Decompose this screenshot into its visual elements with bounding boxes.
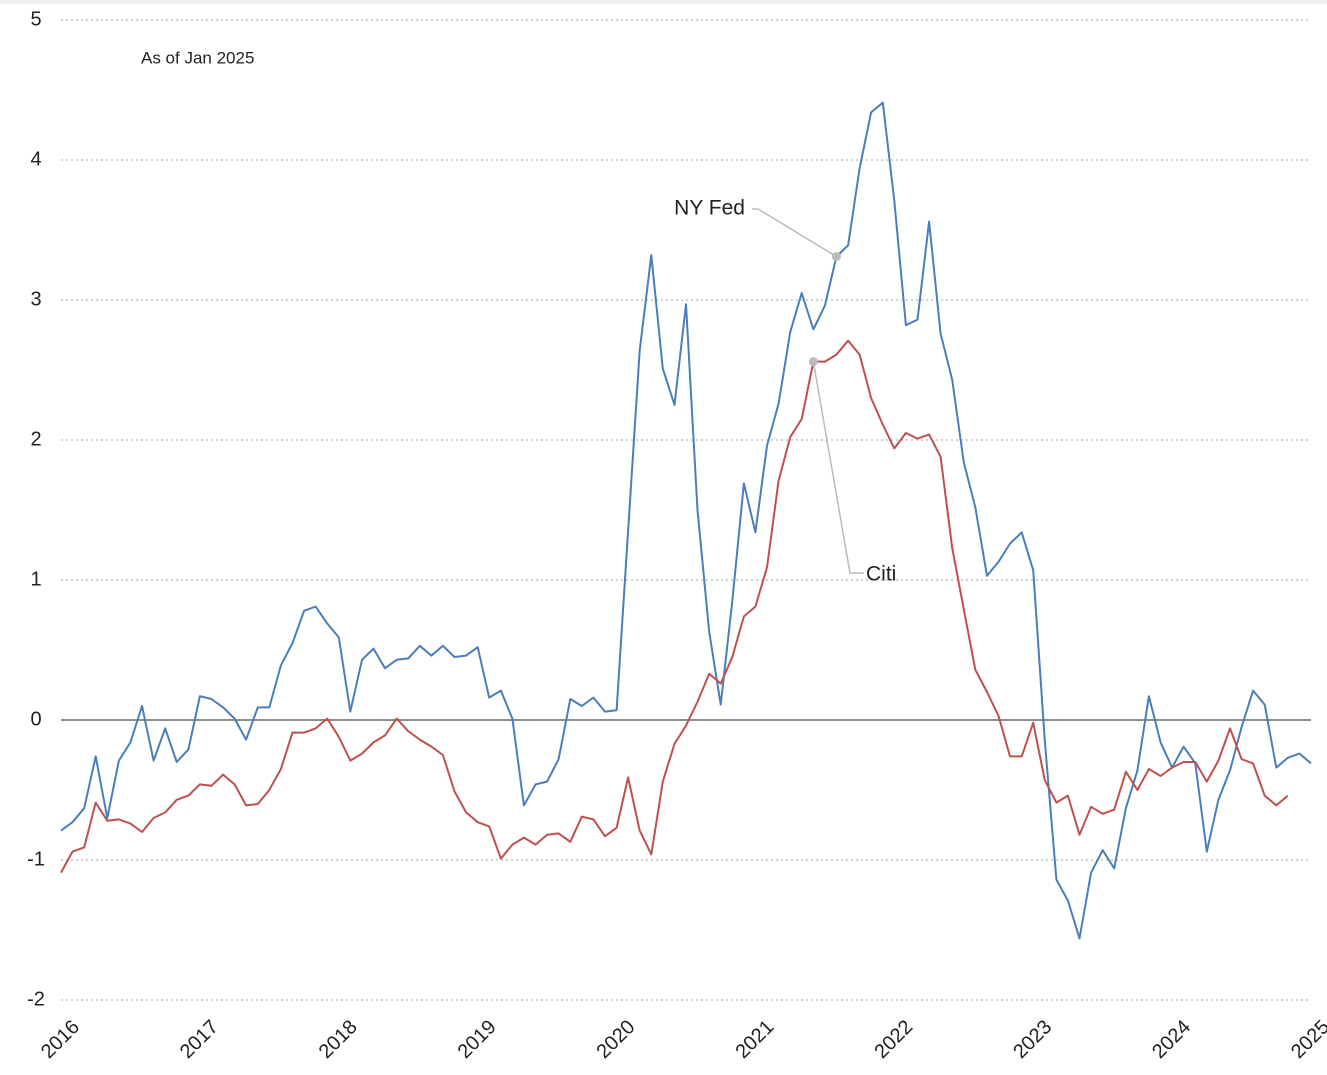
x-tick-label: 2023: [1009, 1016, 1056, 1063]
x-tick-label: 2022: [870, 1016, 917, 1063]
y-tick-label: 4: [30, 148, 41, 170]
y-tick-label: 0: [30, 708, 41, 730]
x-tick-label: 2018: [315, 1016, 362, 1063]
x-tick-label: 2020: [593, 1016, 640, 1063]
x-tick-label: 2017: [176, 1016, 223, 1063]
series-line: [60, 339, 1289, 874]
series-line: [60, 101, 1312, 940]
x-tick-label: 2025: [1287, 1016, 1327, 1063]
x-tick-label: 2021: [731, 1016, 778, 1063]
leader-line: [812, 361, 864, 574]
x-tick-label: 2019: [454, 1016, 501, 1063]
y-tick-label: 5: [30, 8, 41, 30]
top-band: [0, 0, 1327, 4]
y-tick-label: 2: [30, 428, 41, 450]
annotation: As of Jan 2025: [141, 48, 254, 67]
x-tick-label: 2024: [1148, 1016, 1195, 1063]
leader-line: [752, 208, 837, 258]
leader-dot: [808, 357, 818, 367]
leader-dot: [831, 252, 841, 262]
y-tick-label: -1: [27, 848, 45, 870]
y-tick-label: -2: [27, 988, 45, 1010]
y-tick-label: 3: [30, 288, 41, 310]
x-tick-label: 2016: [37, 1016, 84, 1063]
y-tick-label: 1: [30, 568, 41, 590]
series-label: NY Fed: [674, 197, 745, 220]
series-label: Citi: [866, 563, 896, 586]
